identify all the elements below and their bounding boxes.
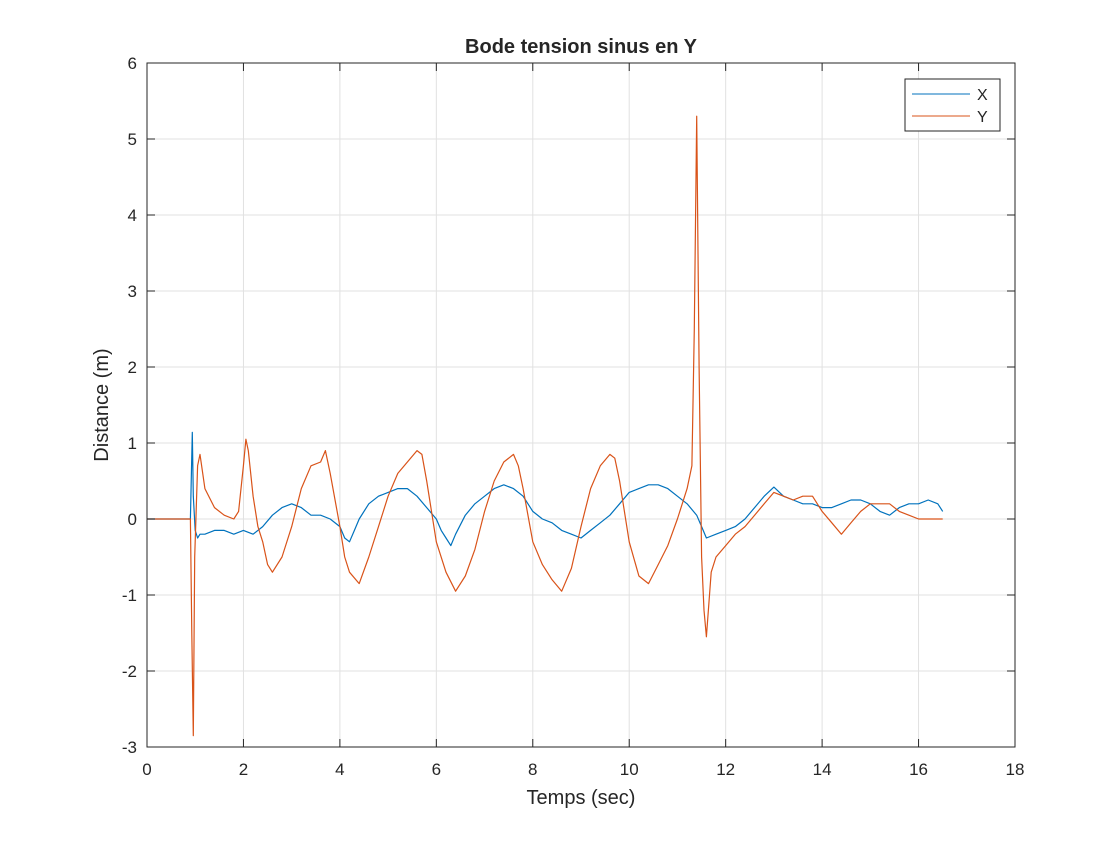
x-tick-label: 8 [528, 760, 537, 779]
x-tick-label: 0 [142, 760, 151, 779]
x-tick-label: 10 [620, 760, 639, 779]
x-tick-label: 6 [432, 760, 441, 779]
x-tick-label: 14 [813, 760, 832, 779]
x-tick-label: 18 [1006, 760, 1025, 779]
legend: X Y [904, 78, 1001, 132]
x-axis-label: Temps (sec) [527, 787, 636, 809]
x-tick-label: 16 [909, 760, 928, 779]
y-tick-label: -1 [122, 586, 137, 605]
y-tick-label: 1 [128, 434, 137, 453]
y-tick-label: -3 [122, 738, 137, 757]
y-tick-label: 4 [128, 206, 137, 225]
y-tick-label: 5 [128, 130, 137, 149]
legend-box [904, 78, 1001, 132]
series-layer [147, 115, 944, 737]
x-tick-labels: 0 2 4 6 8 10 12 14 16 18 [142, 760, 1024, 779]
y-tick-label: 2 [128, 358, 137, 377]
tick-marks [146, 62, 1016, 748]
legend-label-y: Y [977, 109, 988, 126]
y-tick-label: 0 [128, 510, 137, 529]
series-line-y [147, 115, 943, 737]
y-tick-labels: -3 -2 -1 0 1 2 3 4 5 6 [122, 54, 137, 757]
x-tick-label: 12 [716, 760, 735, 779]
x-tick-label: 2 [239, 760, 248, 779]
series-line-x [147, 431, 944, 547]
x-tick-label: 4 [335, 760, 344, 779]
y-tick-label: 6 [128, 54, 137, 73]
y-tick-label: -2 [122, 662, 137, 681]
plot-background [147, 63, 1015, 747]
y-axis-label: Distance (m) [91, 348, 113, 461]
legend-label-x: X [977, 87, 988, 104]
chart-title: Bode tension sinus en Y [465, 36, 698, 58]
y-tick-label: 3 [128, 282, 137, 301]
axes-box [146, 62, 1016, 748]
